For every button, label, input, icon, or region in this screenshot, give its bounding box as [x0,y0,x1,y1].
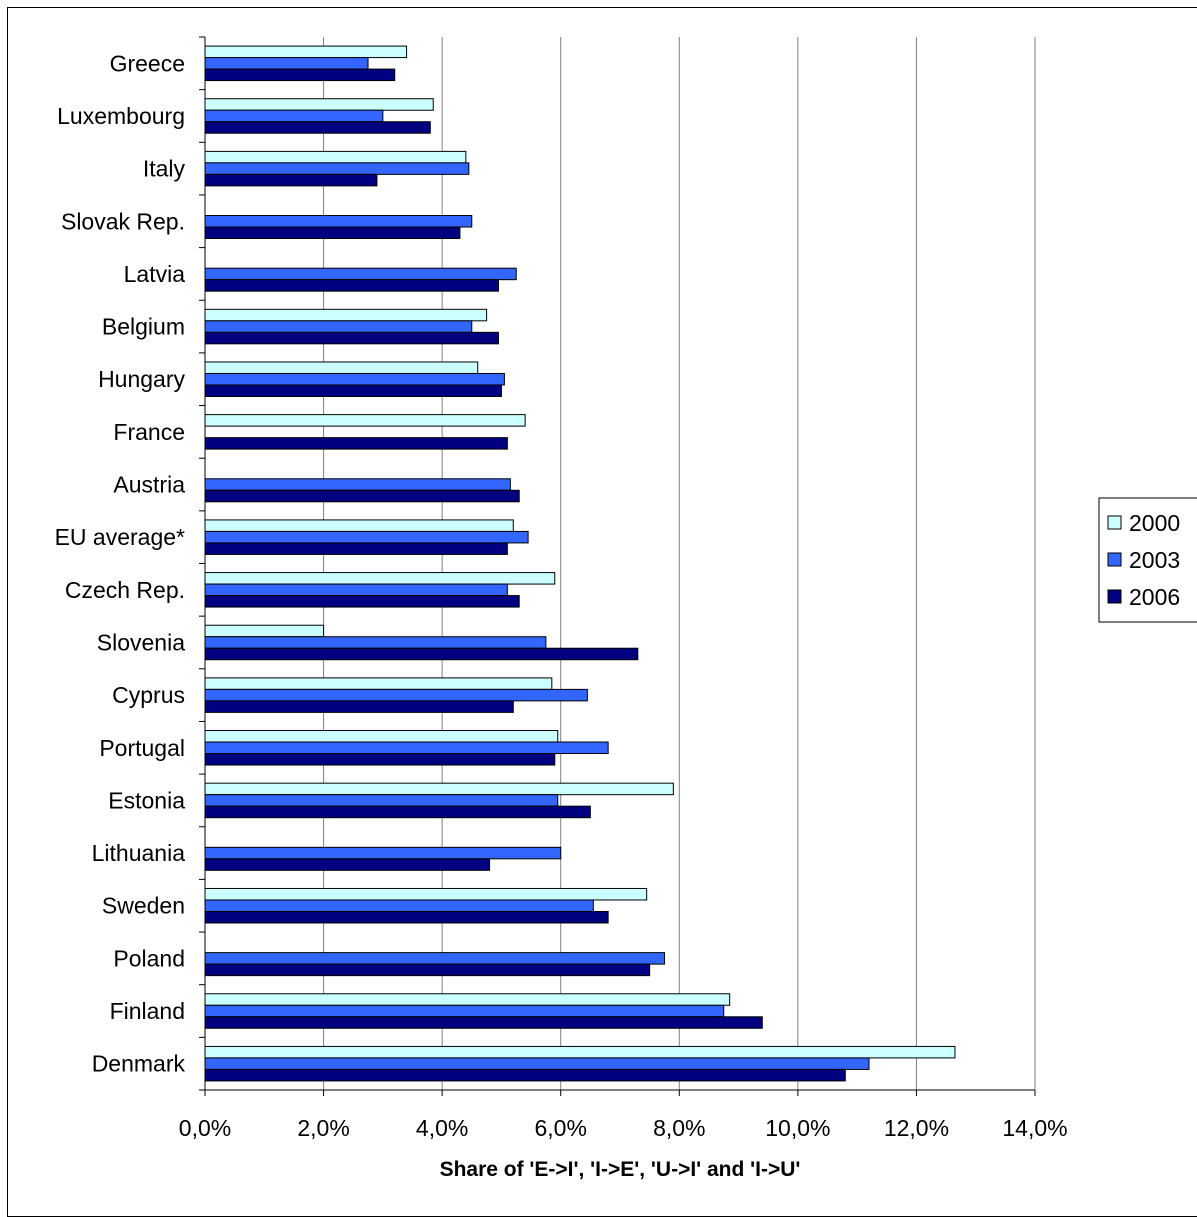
bar-2003 [204,636,547,649]
bar-2003 [204,215,473,228]
bar-2006 [204,595,520,608]
category-label: Latvia [124,261,186,287]
category-label: Portugal [99,735,185,761]
category-label: Finland [110,998,185,1024]
x-tick-label: 0,0% [179,1115,231,1141]
category-label: Estonia [108,787,185,813]
gridlines [323,37,1036,1090]
bar-2000 [204,993,731,1006]
legend-label: 2003 [1129,547,1180,573]
x-tick-label: 14,0% [1002,1115,1067,1141]
bar-2006 [204,437,508,450]
category-labels: Greece Luxembourg Italy Slovak Rep. Latvia Be… [55,50,186,1076]
bar-2000 [204,361,479,374]
legend-swatch [1107,589,1122,604]
bar-2000 [204,414,526,427]
bar-2003 [204,320,473,333]
legend-label: 2000 [1129,510,1180,536]
bar-2003 [204,162,470,175]
bar-2000 [204,730,559,743]
bar-2006 [204,279,499,292]
legend: 2000 2003 2006 [1098,497,1197,623]
category-label: EU average* [55,524,185,550]
x-tick-label: 6,0% [534,1115,586,1141]
category-label: Czech Rep. [65,577,185,603]
legend-swatch [1107,552,1122,567]
bar-2000 [204,308,488,322]
x-tick-label: 4,0% [416,1115,468,1141]
category-label: Cyprus [112,682,185,708]
bar-2003 [204,1004,725,1018]
x-tick-label: 10,0% [765,1115,830,1141]
bar-2003 [204,1057,870,1070]
category-label: Greece [110,50,185,76]
bar-2000 [204,98,434,111]
bar-2006 [204,1016,763,1029]
bar-2003 [204,372,505,386]
category-label: Sweden [102,893,185,919]
bar-2006 [204,858,491,871]
bar-2006 [204,173,378,187]
category-label: Denmark [92,1051,186,1077]
bar-2006 [204,226,461,240]
bar-2006 [204,331,499,345]
bar-2003 [204,899,594,912]
bar-2003 [204,846,562,860]
x-tick-label: 8,0% [653,1115,705,1141]
bar-2000 [204,519,514,532]
bar-2003 [204,688,588,702]
bar-2003 [204,57,369,70]
bar-2006 [204,121,431,134]
category-label: Austria [113,472,185,498]
bar-2003 [204,530,529,544]
bar-2003 [204,109,384,123]
legend-swatch [1107,515,1122,530]
bar-2000 [204,45,408,59]
bar-2000 [204,1045,956,1059]
bar-2006 [204,647,639,661]
bar-2006 [204,1068,846,1082]
bar-2006 [204,963,651,977]
bar-2000 [204,782,674,796]
bar-2000 [204,677,553,690]
x-tick-label: 2,0% [297,1115,349,1141]
category-label: Luxembourg [57,103,185,129]
bar-2006 [204,753,556,766]
bar-2006 [204,68,396,82]
bar-2006 [204,910,609,924]
bar-2000 [204,572,556,585]
bar-2000 [204,150,467,164]
x-axis-title: Share of 'E->I', 'I->E', 'U->I' and 'I->… [440,1158,801,1181]
category-label: Slovak Rep. [61,208,185,234]
category-label: Poland [113,945,185,971]
bar-2003 [204,267,517,281]
x-tick-labels: 0,0% 2,0% 4,0% 6,0% 8,0% 10,0% 12,0% 14,0% [179,1115,1068,1141]
x-tick-label: 12,0% [884,1115,949,1141]
category-label: Lithuania [92,840,186,866]
bar-2000 [204,887,648,901]
legend-label: 2006 [1129,584,1180,610]
bar-2003 [204,583,508,597]
bar-2006 [204,805,591,819]
category-label: Belgium [102,314,185,340]
bar-2003 [204,741,609,755]
bar-2000 [204,624,325,638]
bar-2006 [204,542,508,555]
axes [199,36,1036,1096]
bar-2006 [204,384,502,397]
bar-2003 [204,478,511,491]
bar-2003 [204,952,665,965]
bars [204,45,956,1082]
category-label: Hungary [98,366,185,392]
category-label: Italy [143,156,186,182]
bar-2006 [204,489,520,503]
bar-2006 [204,700,514,713]
bar-2003 [204,794,559,807]
category-label: France [113,419,185,445]
category-label: Slovenia [97,629,185,655]
